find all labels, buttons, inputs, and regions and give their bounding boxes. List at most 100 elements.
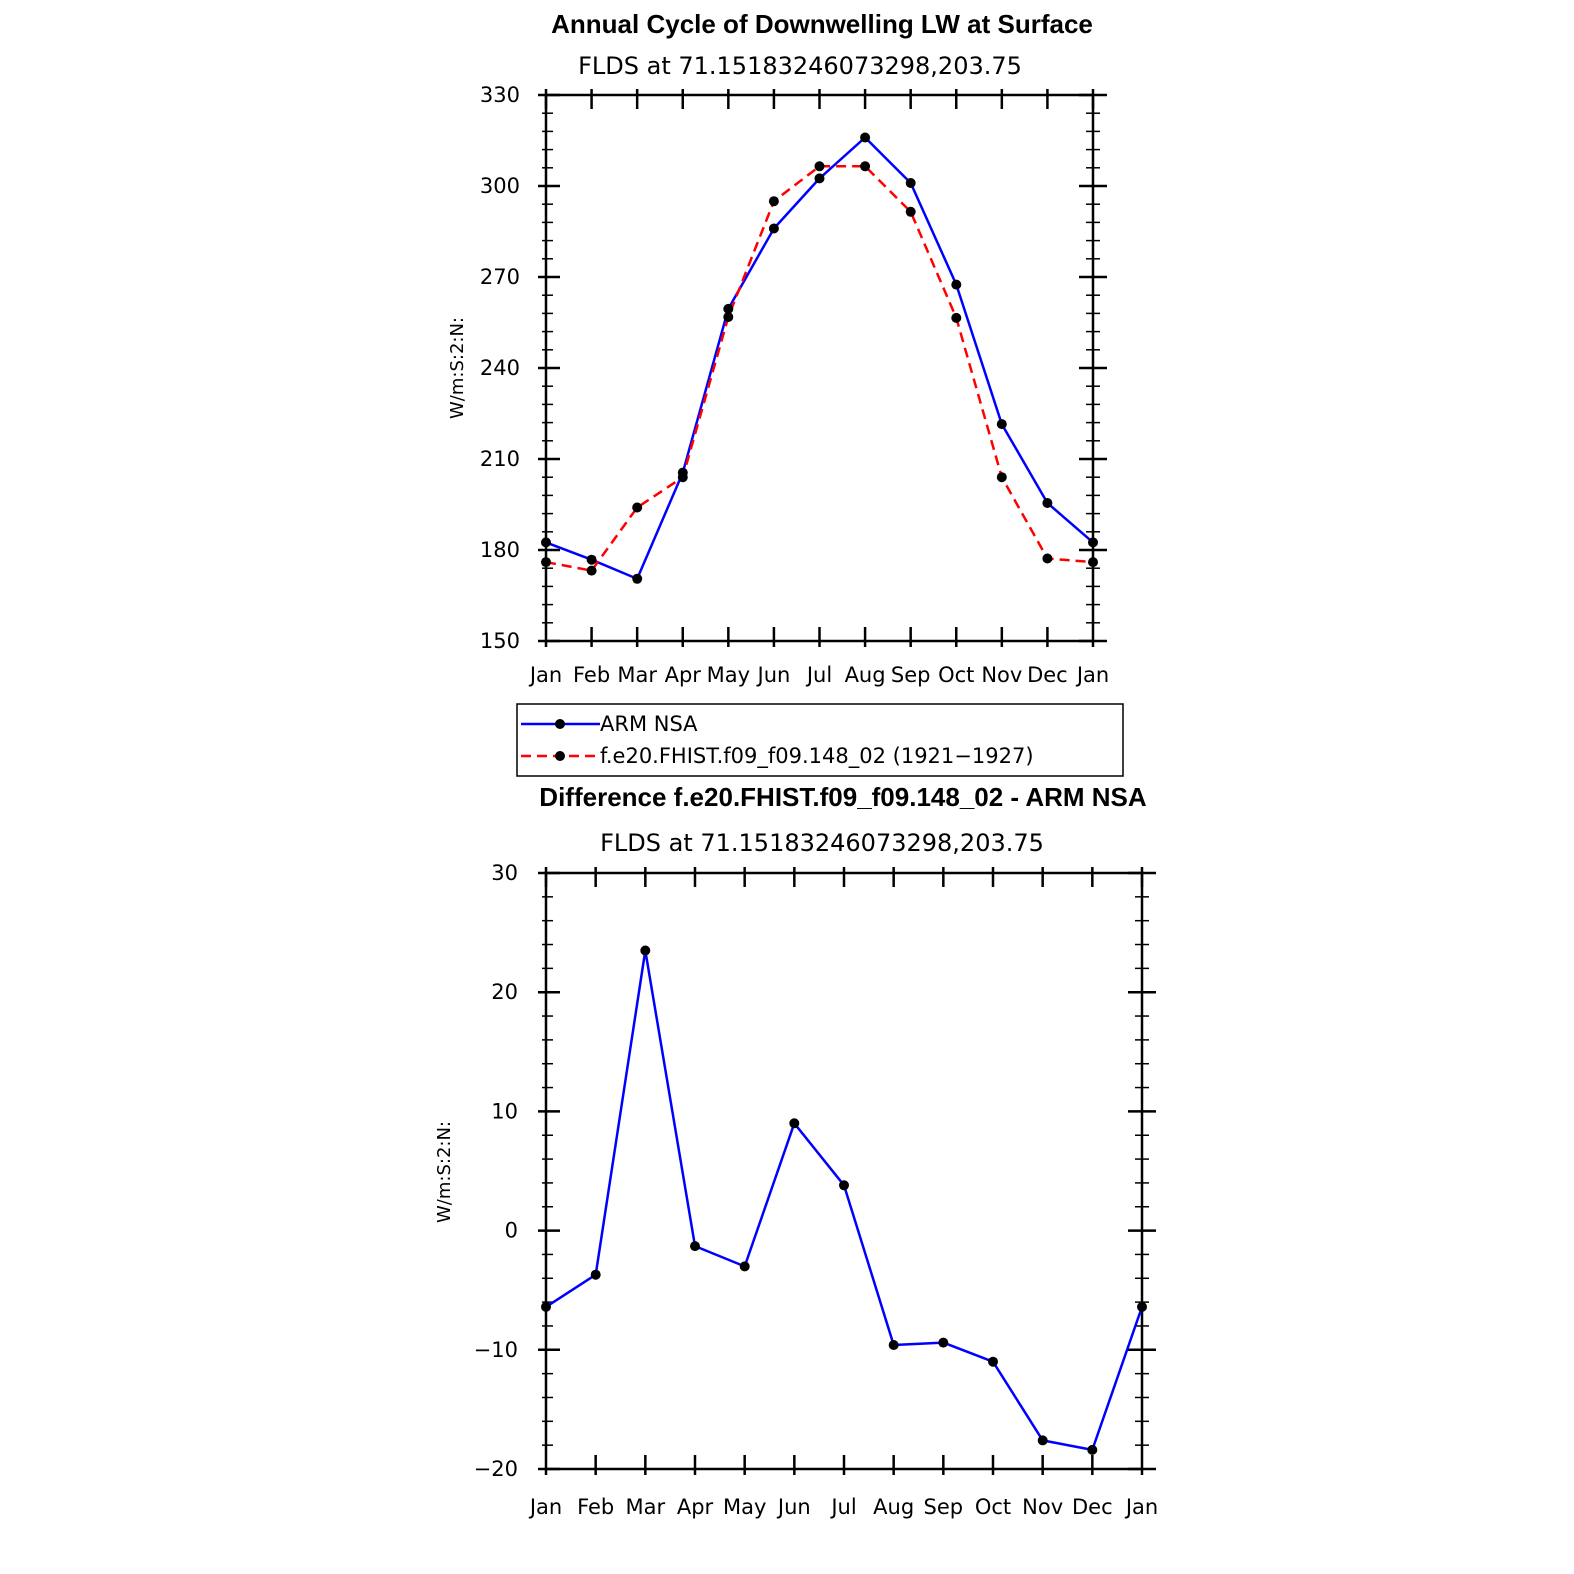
y-tick-labels: 150 180 210 240 270 300 330 xyxy=(480,83,520,653)
data-point xyxy=(1042,553,1053,564)
x-tick-label: Nov xyxy=(981,663,1022,687)
axis-ticks xyxy=(538,867,1156,1475)
x-tick-label: Apr xyxy=(665,663,702,687)
data-point xyxy=(951,279,962,290)
data-point xyxy=(1037,1435,1048,1446)
data-point xyxy=(905,178,916,188)
data-point xyxy=(739,1261,750,1272)
data-point xyxy=(1087,1444,1098,1455)
y-tick-label: 20 xyxy=(491,980,518,1004)
x-tick-label: Oct xyxy=(938,663,974,687)
series-line-0 xyxy=(545,949,1144,1452)
y-tick-label: 330 xyxy=(480,83,520,107)
x-tick-label: Dec xyxy=(1027,663,1068,687)
data-point xyxy=(988,1356,998,1367)
y-tick-label: 10 xyxy=(491,1099,518,1123)
legend: ARM NSA f.e20.FHIST.f09_f09.148_02 (1921… xyxy=(516,703,1124,777)
plot-frame xyxy=(544,871,1144,1471)
legend-label-arm-nsa: ARM NSA xyxy=(600,712,698,736)
data-point xyxy=(1088,557,1098,568)
x-tick-label: Jun xyxy=(776,1495,811,1519)
x-tick-label: Aug xyxy=(845,663,886,687)
data-point xyxy=(1042,498,1053,508)
y-tick-label: 0 xyxy=(505,1219,518,1243)
data-point xyxy=(541,537,551,548)
x-tick-label: Sep xyxy=(891,663,931,687)
chart-subtitle: FLDS at 71.15183246073298,203.75 xyxy=(578,52,1022,80)
series-group xyxy=(541,945,1147,1455)
series-group xyxy=(541,132,1098,584)
y-tick-label: 210 xyxy=(480,447,520,471)
plot-frame xyxy=(544,93,1095,643)
x-tick-label: Sep xyxy=(924,1495,964,1519)
data-point xyxy=(541,1301,551,1312)
data-point xyxy=(677,472,688,483)
x-tick-label: Nov xyxy=(1022,1495,1063,1519)
data-point xyxy=(768,196,779,207)
series-line-1 xyxy=(545,165,1094,572)
data-point xyxy=(586,554,597,565)
data-point xyxy=(768,223,779,234)
difference-chart: Difference f.e20.FHIST.f09_f09.148_02 - … xyxy=(434,782,1158,1519)
x-tick-label: May xyxy=(723,1495,766,1519)
data-point xyxy=(888,1340,899,1350)
series-line-0 xyxy=(545,136,1094,581)
x-tick-label: Jul xyxy=(829,1495,856,1519)
legend-label-model: f.e20.FHIST.f09_f09.148_02 (1921−1927) xyxy=(600,744,1034,769)
x-tick-labels: Jan Feb Mar Apr May Jun Jul Aug Sep Oct Nov Dec Jan xyxy=(528,1495,1158,1519)
y-tick-label: 300 xyxy=(480,174,520,198)
x-tick-label: Mar xyxy=(617,663,657,687)
data-point xyxy=(951,312,962,323)
axis-ticks xyxy=(538,89,1107,647)
x-tick-label: Jan xyxy=(1075,663,1109,687)
legend-marker-arm-nsa xyxy=(555,719,565,729)
y-tick-label: 180 xyxy=(480,538,520,562)
x-tick-label: Dec xyxy=(1072,1495,1113,1519)
data-point xyxy=(1137,1301,1147,1312)
x-tick-label: Feb xyxy=(573,663,610,687)
y-tick-label: −20 xyxy=(474,1457,518,1481)
data-point xyxy=(1088,537,1098,548)
y-tick-label: 270 xyxy=(480,265,520,289)
chart-title: Difference f.e20.FHIST.f09_f09.148_02 - … xyxy=(539,782,1147,812)
x-tick-label: Feb xyxy=(577,1495,614,1519)
y-tick-labels: −20 −10 0 10 20 30 xyxy=(474,861,518,1481)
x-tick-label: Jan xyxy=(528,1495,562,1519)
x-tick-labels: Jan Feb Mar Apr May Jun Jul Aug Sep Oct Nov Dec Jan xyxy=(528,663,1109,687)
y-tick-label: 150 xyxy=(480,629,520,653)
data-point xyxy=(860,161,871,172)
x-tick-label: Jan xyxy=(528,663,562,687)
data-point xyxy=(938,1337,949,1348)
data-point xyxy=(632,573,643,584)
data-point xyxy=(789,1118,800,1129)
x-tick-label: Oct xyxy=(975,1495,1011,1519)
data-point xyxy=(996,419,1007,430)
data-point xyxy=(839,1180,849,1191)
data-point xyxy=(541,557,551,568)
data-point xyxy=(814,173,825,184)
data-point xyxy=(905,206,916,217)
y-axis-label: W/m:S:2:N: xyxy=(447,317,468,419)
data-point xyxy=(814,161,825,172)
data-point xyxy=(632,502,643,513)
y-tick-label: 30 xyxy=(491,861,518,885)
y-axis-label: W/m:S:2:N: xyxy=(434,1121,455,1223)
data-point xyxy=(860,132,871,143)
data-point xyxy=(723,303,734,314)
x-tick-label: Aug xyxy=(873,1495,914,1519)
chart-subtitle: FLDS at 71.15183246073298,203.75 xyxy=(600,829,1044,857)
x-tick-label: Jan xyxy=(1124,1495,1158,1519)
data-point xyxy=(690,1241,700,1252)
x-tick-label: Jul xyxy=(805,663,832,687)
x-tick-label: May xyxy=(707,663,750,687)
data-point xyxy=(590,1269,601,1280)
data-point xyxy=(640,945,651,956)
chart-title: Annual Cycle of Downwelling LW at Surfac… xyxy=(551,9,1093,39)
legend-marker-model xyxy=(555,751,565,761)
data-point xyxy=(586,565,597,576)
x-tick-label: Apr xyxy=(677,1495,714,1519)
legend-box xyxy=(516,703,1124,777)
y-tick-label: 240 xyxy=(480,356,520,380)
x-tick-label: Jun xyxy=(756,663,791,687)
